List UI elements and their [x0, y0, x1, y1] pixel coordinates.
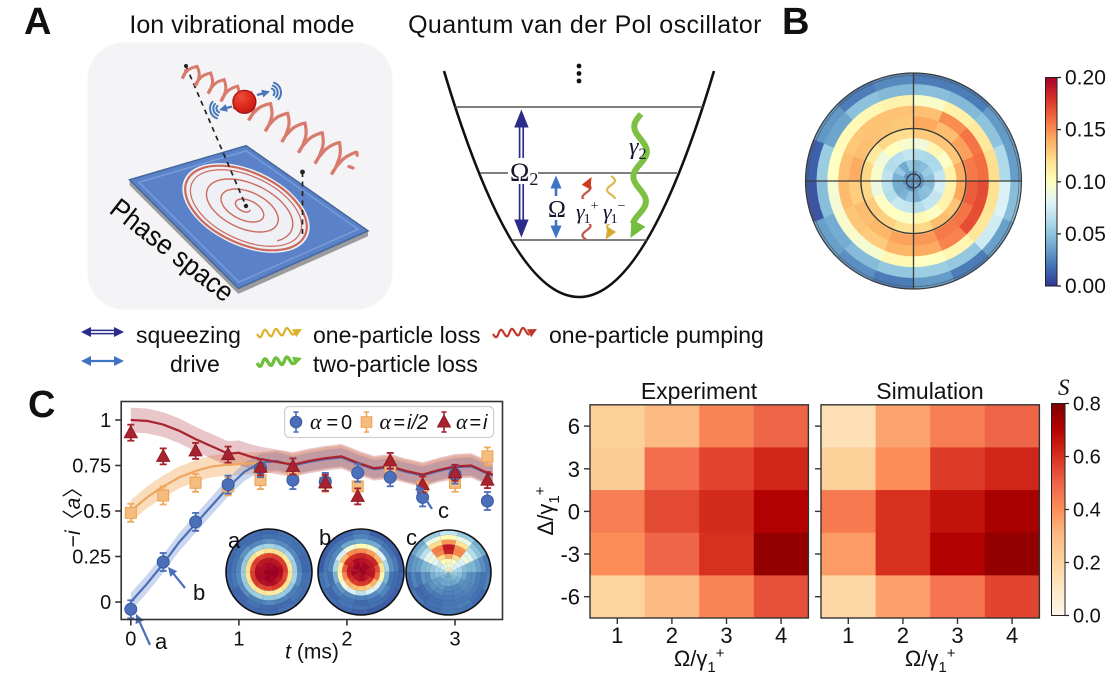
svg-text:t (ms): t (ms)	[285, 641, 339, 664]
svg-text:0: 0	[341, 412, 352, 434]
svg-text:c: c	[406, 525, 417, 550]
svg-text:=: =	[470, 412, 482, 434]
svg-text:1: 1	[611, 623, 623, 648]
svg-text:0.8: 0.8	[1073, 394, 1101, 416]
svg-text:-6: -6	[560, 585, 580, 610]
svg-text:4: 4	[1006, 623, 1018, 648]
svg-text:Ω/γ1+: Ω/γ1+	[674, 645, 725, 676]
svg-text:0.25: 0.25	[72, 547, 111, 569]
svg-text:0.00: 0.00	[1065, 275, 1106, 298]
svg-text:0.0: 0.0	[1073, 606, 1101, 628]
svg-text:−i〈a〉: −i〈a〉	[62, 477, 85, 548]
svg-text:1: 1	[233, 629, 244, 651]
svg-text:S: S	[1058, 375, 1070, 400]
svg-text:a: a	[155, 629, 168, 654]
svg-text:0.4: 0.4	[1073, 500, 1101, 522]
svg-text:-3: -3	[560, 542, 580, 567]
svg-text:i: i	[483, 412, 488, 434]
svg-text:0.20: 0.20	[1065, 67, 1106, 90]
svg-text:0.5: 0.5	[83, 501, 111, 523]
svg-text:0: 0	[100, 592, 111, 614]
svg-text:α: α	[380, 409, 392, 434]
svg-text:b: b	[319, 525, 331, 550]
svg-text:0.2: 0.2	[1073, 553, 1101, 575]
svg-text:3: 3	[951, 623, 963, 648]
svg-text:α: α	[310, 409, 322, 434]
svg-text:0.10: 0.10	[1065, 171, 1106, 194]
svg-text:3: 3	[720, 623, 732, 648]
svg-text:=: =	[394, 412, 406, 434]
svg-text:1: 1	[842, 623, 854, 648]
svg-text:0.05: 0.05	[1065, 223, 1106, 246]
svg-text:a: a	[228, 528, 241, 553]
svg-text:Ω/γ1+: Ω/γ1+	[905, 645, 956, 676]
svg-text:=: =	[327, 412, 339, 434]
svg-text:3: 3	[449, 629, 460, 651]
svg-text:Simulation: Simulation	[876, 378, 983, 404]
svg-text:2: 2	[341, 629, 352, 651]
svg-text:0: 0	[568, 499, 580, 524]
svg-text:1: 1	[100, 410, 111, 432]
svg-text:0.15: 0.15	[1065, 119, 1106, 142]
svg-text:i/2: i/2	[407, 412, 428, 434]
svg-text:Ω2: Ω2	[510, 158, 538, 189]
svg-text:2: 2	[666, 623, 678, 648]
svg-text:Experiment: Experiment	[641, 378, 758, 404]
svg-text:Ω: Ω	[548, 197, 566, 223]
svg-text:3: 3	[568, 457, 580, 482]
svg-text:α: α	[456, 409, 468, 434]
svg-text:2: 2	[897, 623, 909, 648]
svg-text:c: c	[438, 498, 449, 523]
svg-text:0: 0	[125, 629, 136, 651]
svg-text:0.6: 0.6	[1073, 447, 1101, 469]
svg-text:0.75: 0.75	[72, 456, 111, 478]
svg-text:b: b	[193, 580, 205, 605]
svg-text:Δ/γ1+: Δ/γ1+	[532, 486, 563, 535]
svg-text:4: 4	[775, 623, 787, 648]
svg-text:6: 6	[568, 414, 580, 439]
